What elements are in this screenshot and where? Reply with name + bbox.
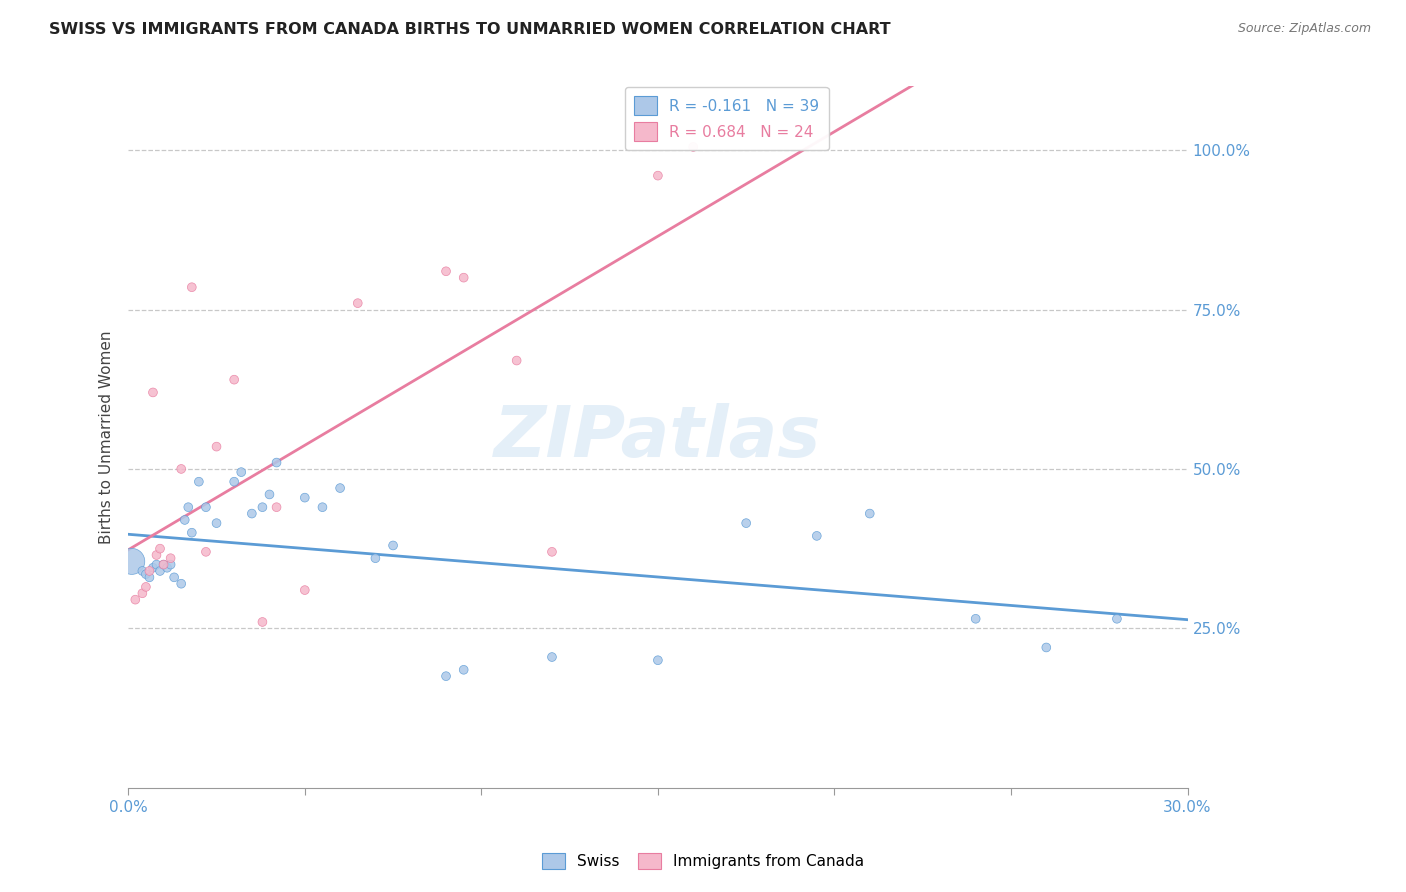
Point <box>434 264 457 278</box>
Point <box>505 353 527 368</box>
Point <box>135 580 157 594</box>
Point <box>170 576 193 591</box>
Point <box>266 456 288 470</box>
Point <box>124 592 146 607</box>
Point <box>180 280 202 294</box>
Point <box>135 567 157 582</box>
Point <box>259 487 281 501</box>
Point <box>266 500 288 515</box>
Point <box>187 475 209 489</box>
Point <box>541 545 564 559</box>
Point <box>131 564 153 578</box>
Point <box>859 507 882 521</box>
Point <box>453 270 475 285</box>
Point <box>121 554 143 568</box>
Legend: R = -0.161   N = 39, R = 0.684   N = 24: R = -0.161 N = 39, R = 0.684 N = 24 <box>624 87 828 150</box>
Point <box>170 462 193 476</box>
Point <box>173 513 195 527</box>
Point <box>1105 612 1128 626</box>
Point <box>180 525 202 540</box>
Point <box>647 169 669 183</box>
Point <box>682 140 704 154</box>
Point <box>149 541 172 556</box>
Text: ZIPatlas: ZIPatlas <box>494 402 821 472</box>
Point <box>138 564 160 578</box>
Legend: Swiss, Immigrants from Canada: Swiss, Immigrants from Canada <box>536 847 870 875</box>
Point <box>152 558 174 572</box>
Point <box>224 475 246 489</box>
Point <box>453 663 475 677</box>
Point <box>142 561 165 575</box>
Point <box>541 650 564 665</box>
Point <box>346 296 368 310</box>
Point <box>240 507 263 521</box>
Point <box>806 529 828 543</box>
Text: SWISS VS IMMIGRANTS FROM CANADA BIRTHS TO UNMARRIED WOMEN CORRELATION CHART: SWISS VS IMMIGRANTS FROM CANADA BIRTHS T… <box>49 22 891 37</box>
Point <box>142 385 165 400</box>
Point <box>382 538 405 552</box>
Point <box>294 583 316 598</box>
Point <box>647 653 669 667</box>
Point <box>231 465 253 479</box>
Point <box>131 586 153 600</box>
Y-axis label: Births to Unmarried Women: Births to Unmarried Women <box>100 330 114 544</box>
Point <box>224 373 246 387</box>
Point <box>965 612 987 626</box>
Point <box>152 558 174 572</box>
Point <box>194 545 217 559</box>
Point <box>434 669 457 683</box>
Point <box>252 615 274 629</box>
Text: Source: ZipAtlas.com: Source: ZipAtlas.com <box>1237 22 1371 36</box>
Point <box>177 500 200 515</box>
Point <box>252 500 274 515</box>
Point <box>205 440 228 454</box>
Point <box>329 481 352 495</box>
Point <box>311 500 333 515</box>
Point <box>735 516 758 530</box>
Point <box>159 558 181 572</box>
Point <box>156 561 179 575</box>
Point <box>138 570 160 584</box>
Point <box>159 551 181 566</box>
Point <box>194 500 217 515</box>
Point <box>149 564 172 578</box>
Point <box>205 516 228 530</box>
Point <box>145 558 167 572</box>
Point <box>145 548 167 562</box>
Point <box>163 570 186 584</box>
Point <box>1035 640 1057 655</box>
Point <box>294 491 316 505</box>
Point <box>364 551 387 566</box>
